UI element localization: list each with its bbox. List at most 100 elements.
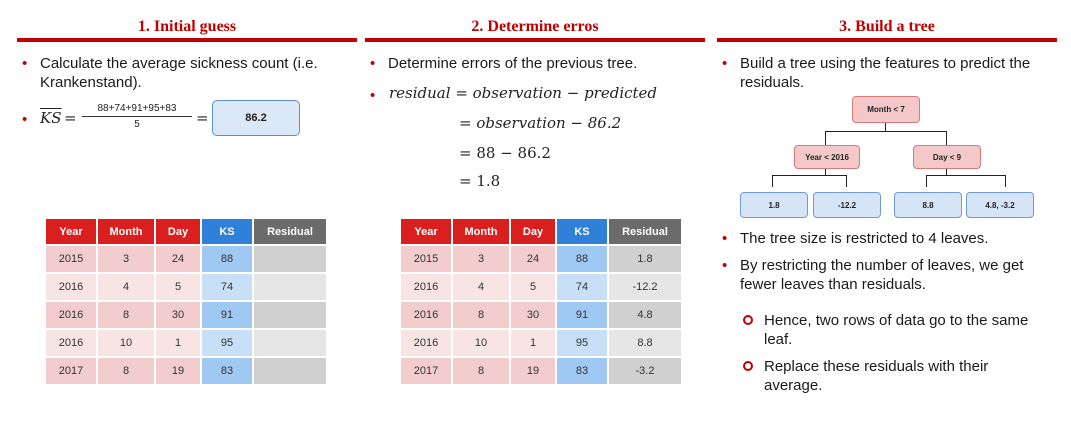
column-header-year: Year — [401, 219, 451, 244]
cell-residual — [254, 330, 326, 356]
column-header-residual: Residual — [609, 219, 681, 244]
tree-connector — [1005, 175, 1006, 187]
cell-residual: 8.8 — [609, 330, 681, 356]
cell-month: 10 — [98, 330, 154, 356]
column-header-ks: KS — [202, 219, 252, 244]
table-header-row: Year Month Day KS Residual — [46, 219, 326, 244]
tree-leaf: 4.8, -3.2 — [966, 192, 1034, 218]
table-row: 2016 10 1 95 — [46, 330, 326, 356]
section-title-initial-guess: 1. Initial guess — [137, 18, 237, 35]
formula-equals-1: = — [64, 109, 77, 127]
table-header-row: Year Month Day KS Residual — [401, 219, 681, 244]
cell-day: 1 — [511, 330, 555, 356]
cell-residual — [254, 358, 326, 384]
cell-ks: 88 — [202, 246, 252, 272]
tree-connector — [926, 175, 1006, 176]
column-header-month: Month — [453, 219, 509, 244]
column-header-month: Month — [98, 219, 154, 244]
cell-residual — [254, 274, 326, 300]
table-row: 2015 3 24 88 — [46, 246, 326, 272]
cell-ks: 74 — [557, 274, 607, 300]
cell-year: 2015 — [46, 246, 96, 272]
cell-year: 2017 — [46, 358, 96, 384]
table-row: 2017 8 19 83 — [46, 358, 326, 384]
column-header-day: Day — [511, 219, 555, 244]
cell-ks: 91 — [557, 302, 607, 328]
tree-connector — [946, 131, 947, 145]
cell-ks: 83 — [202, 358, 252, 384]
column-header-residual: Residual — [254, 219, 326, 244]
table-row: 2015 3 24 88 1.8 — [401, 246, 681, 272]
section-3-bullets-bottom: The tree size is restricted to 4 leaves.… — [722, 229, 1052, 294]
tree-leaf: -12.2 — [813, 192, 881, 218]
cell-ks: 95 — [557, 330, 607, 356]
cell-month: 10 — [453, 330, 509, 356]
cell-residual: -12.2 — [609, 274, 681, 300]
tree-node-year: Year < 2016 — [794, 145, 860, 169]
cell-month: 8 — [453, 302, 509, 328]
equation-step-3: = 1.8 — [459, 172, 501, 190]
cell-year: 2016 — [46, 302, 96, 328]
tree-connector — [846, 175, 847, 187]
table-row: 2016 8 30 91 — [46, 302, 326, 328]
tree-connector — [772, 175, 773, 187]
cell-day: 1 — [156, 330, 200, 356]
equation-residual: residual = observation − predicted — [389, 84, 658, 102]
tree-connector — [825, 131, 947, 132]
cell-year: 2016 — [401, 330, 451, 356]
cell-month: 4 — [453, 274, 509, 300]
table-row: 2016 4 5 74 -12.2 — [401, 274, 681, 300]
cell-ks: 74 — [202, 274, 252, 300]
table-row: 2016 10 1 95 8.8 — [401, 330, 681, 356]
cell-residual: -3.2 — [609, 358, 681, 384]
tree-connector — [946, 168, 947, 175]
section-rule-2 — [365, 38, 705, 42]
formula-fraction: 88+74+91+95+83 5 — [82, 103, 192, 130]
cell-day: 30 — [511, 302, 555, 328]
formula-denominator: 5 — [134, 119, 140, 130]
section-2-bullets: Determine errors of the previous tree. — [370, 54, 690, 73]
column-header-year: Year — [46, 219, 96, 244]
cell-day: 30 — [156, 302, 200, 328]
cell-month: 8 — [98, 302, 154, 328]
section-3-subbullets: Hence, two rows of data go to the same l… — [742, 311, 1042, 395]
section-3-bullets-top: Build a tree using the features to predi… — [722, 54, 1052, 92]
bullet-tree-size: The tree size is restricted to 4 leaves. — [722, 229, 1052, 248]
cell-day: 19 — [511, 358, 555, 384]
equation-step-2: = 88 − 86.2 — [459, 144, 551, 162]
data-table-residuals: Year Month Day KS Residual 2015 3 24 88 1.8 2016 4… — [399, 217, 683, 386]
cell-month: 8 — [98, 358, 154, 384]
bullet-determine-errors: Determine errors of the previous tree. — [370, 54, 690, 73]
cell-day: 24 — [156, 246, 200, 272]
cell-year: 2016 — [46, 274, 96, 300]
tree-connector — [825, 131, 826, 145]
cell-month: 8 — [453, 358, 509, 384]
cell-month: 3 — [453, 246, 509, 272]
column-header-ks: KS — [557, 219, 607, 244]
formula-result-box: 86.2 — [212, 100, 300, 136]
section-title-build-tree: 3. Build a tree — [839, 18, 935, 35]
formula-equals-2: = — [196, 109, 209, 127]
table-row: 2016 8 30 91 4.8 — [401, 302, 681, 328]
cell-year: 2017 — [401, 358, 451, 384]
cell-day: 19 — [156, 358, 200, 384]
cell-ks: 91 — [202, 302, 252, 328]
cell-residual — [254, 246, 326, 272]
cell-day: 24 — [511, 246, 555, 272]
column-header-day: Day — [156, 219, 200, 244]
table-row: 2016 4 5 74 — [46, 274, 326, 300]
tree-leaf: 1.8 — [740, 192, 808, 218]
cell-year: 2016 — [401, 302, 451, 328]
cell-year: 2016 — [401, 274, 451, 300]
data-table-initial: Year Month Day KS Residual 2015 3 24 88 2016 4 5 74… — [44, 217, 328, 386]
tree-connector — [885, 121, 886, 131]
tree-connector — [772, 175, 847, 176]
tree-connector — [926, 175, 927, 187]
cell-ks: 95 — [202, 330, 252, 356]
formula-lhs: KS — [40, 109, 62, 127]
section-title-determine-errors: 2. Determine erros — [471, 18, 599, 35]
cell-year: 2016 — [46, 330, 96, 356]
equation-step-1: = observation − 86.2 — [459, 114, 622, 132]
cell-ks: 88 — [557, 246, 607, 272]
subbullet-average: Replace these residuals with their avera… — [742, 357, 1042, 395]
